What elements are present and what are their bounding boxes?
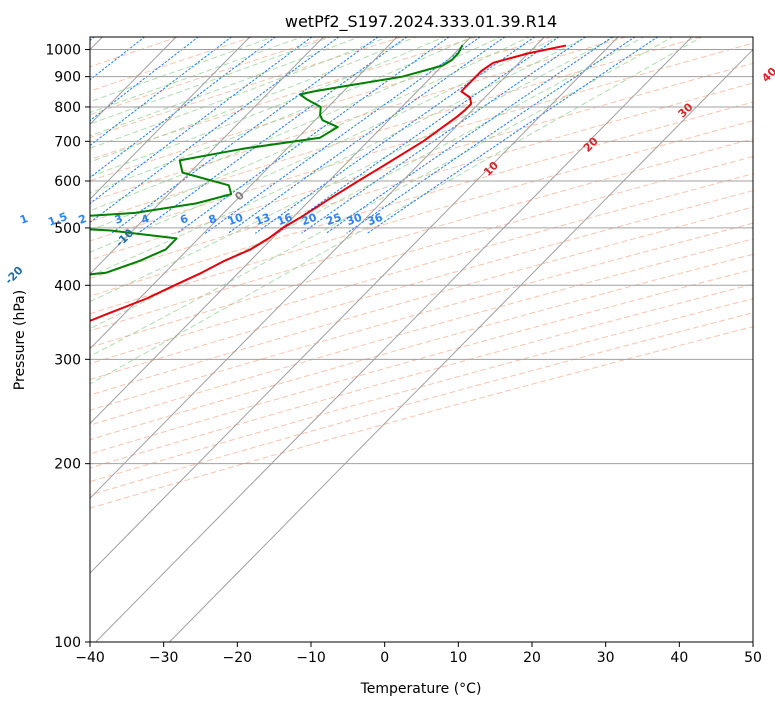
dry-adiabat-line <box>90 283 753 469</box>
x-tick-label: −30 <box>149 650 179 666</box>
moist-adiabat-line <box>90 37 446 178</box>
dry-adiabat-line <box>90 190 753 381</box>
y-tick-label: 200 <box>54 457 81 473</box>
y-tick-label: 600 <box>54 174 81 190</box>
isotherm-line <box>90 37 545 499</box>
mixing-ratio-line <box>90 37 276 179</box>
moist-adiabat-line <box>90 37 417 163</box>
y-tick-label: 400 <box>54 278 81 294</box>
mixing-ratio-label: 6 <box>178 212 190 227</box>
mixing-ratio-label: 2 <box>77 212 89 227</box>
moist-adiabat-line <box>90 37 389 149</box>
y-tick-label: 300 <box>54 352 81 368</box>
plot-frame <box>89 36 754 643</box>
dry-adiabat-line <box>90 156 753 348</box>
dry-adiabat-line <box>90 173 753 365</box>
mixing-ratio-line <box>301 37 586 234</box>
mixing-ratio-line <box>227 37 506 234</box>
mixing-ratio-line <box>90 37 339 224</box>
y-tick-label: 1000 <box>45 43 81 59</box>
dry-adiabat-line <box>90 37 552 182</box>
moist-adiabat-line <box>90 37 703 385</box>
mixing-ratio-label: 25 <box>324 211 343 228</box>
background-lines <box>90 37 753 642</box>
moist-adiabat-line <box>90 37 502 212</box>
isotherm-line <box>90 37 472 425</box>
x-tick-label: 0 <box>380 650 389 666</box>
x-axis-label: Temperature (°C) <box>360 681 482 697</box>
mixing-ratio-label: 20 <box>300 211 319 229</box>
mixing-ratio-label: 30 <box>345 211 364 229</box>
dry-adiabat-line <box>90 253 753 441</box>
mixing-ratio-line <box>176 37 450 234</box>
chart-title: wetPf2_S197.2024.333.01.39.R14 <box>285 12 557 32</box>
moist-adiabat-line <box>90 37 275 103</box>
dry-adiabat-line <box>90 37 403 138</box>
isotherm-line <box>95 37 693 642</box>
mixing-ratio-label: 16 <box>275 211 294 229</box>
pressure-gridlines <box>90 49 753 642</box>
mixing-ratio-label: 8 <box>207 212 219 227</box>
mixing-ratio-line <box>111 37 379 234</box>
x-tick-label: −40 <box>75 650 105 666</box>
temperature-profile-line <box>90 44 567 322</box>
y-tick-label: 900 <box>54 70 81 86</box>
dry-adiabat-line <box>90 37 328 116</box>
dry-adiabat-line <box>90 120 753 315</box>
mixing-ratio-label: 1.5 <box>46 210 69 229</box>
dry-adiabat-line <box>90 326 753 509</box>
dry-adiabat-line <box>90 37 701 222</box>
dry-adiabat-line <box>90 101 753 297</box>
y-axis-label: Pressure (hPa) <box>12 290 28 390</box>
y-tick-label: 800 <box>54 100 81 116</box>
moist-adiabat-line <box>90 37 361 137</box>
moist-adiabat-line <box>90 37 588 277</box>
mixing-ratio-line <box>205 37 481 234</box>
sounding-profiles <box>90 44 567 322</box>
isotherm-line <box>90 37 324 275</box>
mixing-ratio-label: 10 <box>226 211 245 229</box>
mixing-ratio-label: 1 <box>18 212 30 227</box>
y-tick-label: 100 <box>54 635 81 651</box>
y-tick-label: 500 <box>54 221 81 237</box>
x-tick-label: −20 <box>223 650 253 666</box>
isotherm-line <box>90 37 398 350</box>
y-axis-ticks: 100 200 300 400 500 600 700 800 900 1000 <box>45 43 90 651</box>
dewpoint-profile-line <box>90 44 464 276</box>
x-tick-label: 10 <box>449 650 467 666</box>
y-tick-label: 700 <box>54 134 81 150</box>
isotherm-line <box>169 48 753 642</box>
moist-adiabat-line <box>90 37 616 303</box>
moist-adiabat-line <box>90 37 530 231</box>
mixing-ratio-line <box>277 37 560 234</box>
dry-adiabat-line <box>90 298 753 483</box>
mixing-ratio-label: 36 <box>366 211 385 229</box>
x-axis-ticks: −40 −30 −20 −10 0 10 20 30 40 50 <box>75 642 762 666</box>
mixing-ratio-line <box>325 37 613 234</box>
mixing-ratio-label: 3 <box>113 212 125 227</box>
mixing-ratio-label: 4 <box>139 212 151 227</box>
isotherm-line <box>90 37 619 574</box>
dry-adiabat-line <box>90 238 753 426</box>
mixing-ratio-line <box>90 37 313 205</box>
x-tick-label: 50 <box>744 650 762 666</box>
isotherm-line <box>90 37 251 200</box>
moist-adiabat-line <box>90 37 645 330</box>
x-tick-label: −10 <box>296 650 326 666</box>
mixing-ratio-line <box>346 37 636 234</box>
x-tick-label: 20 <box>523 650 541 666</box>
x-tick-label: 40 <box>670 650 688 666</box>
mixing-ratio-label: 13 <box>253 211 272 228</box>
x-tick-label: 30 <box>597 650 615 666</box>
